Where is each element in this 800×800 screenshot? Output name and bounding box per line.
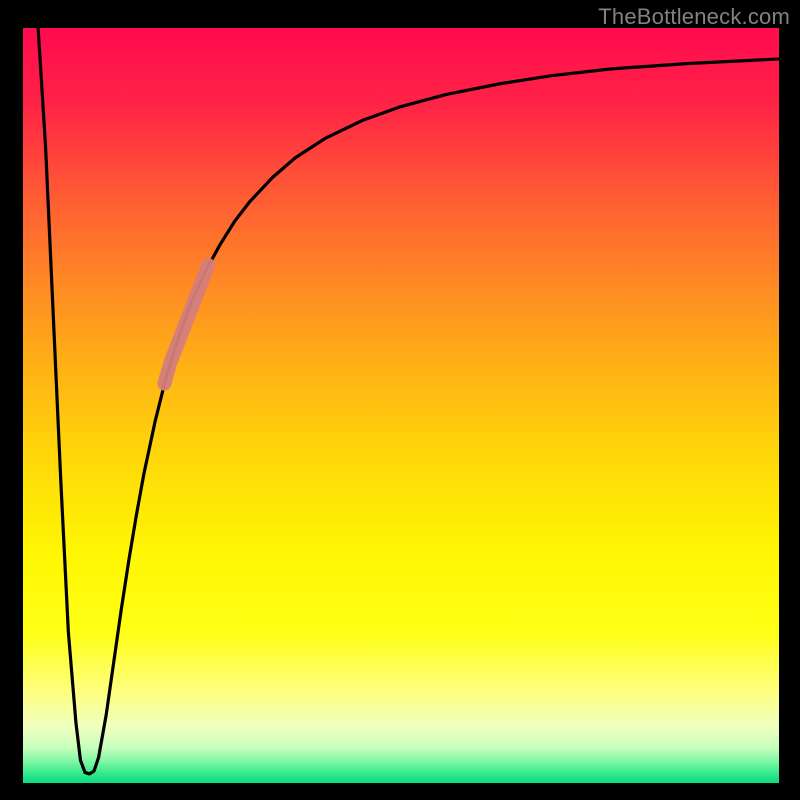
bottleneck-chart	[0, 0, 800, 800]
plot-background	[23, 28, 779, 783]
highlight-segment	[164, 368, 169, 384]
watermark-text: TheBottleneck.com	[598, 4, 790, 30]
chart-stage: TheBottleneck.com	[0, 0, 800, 800]
